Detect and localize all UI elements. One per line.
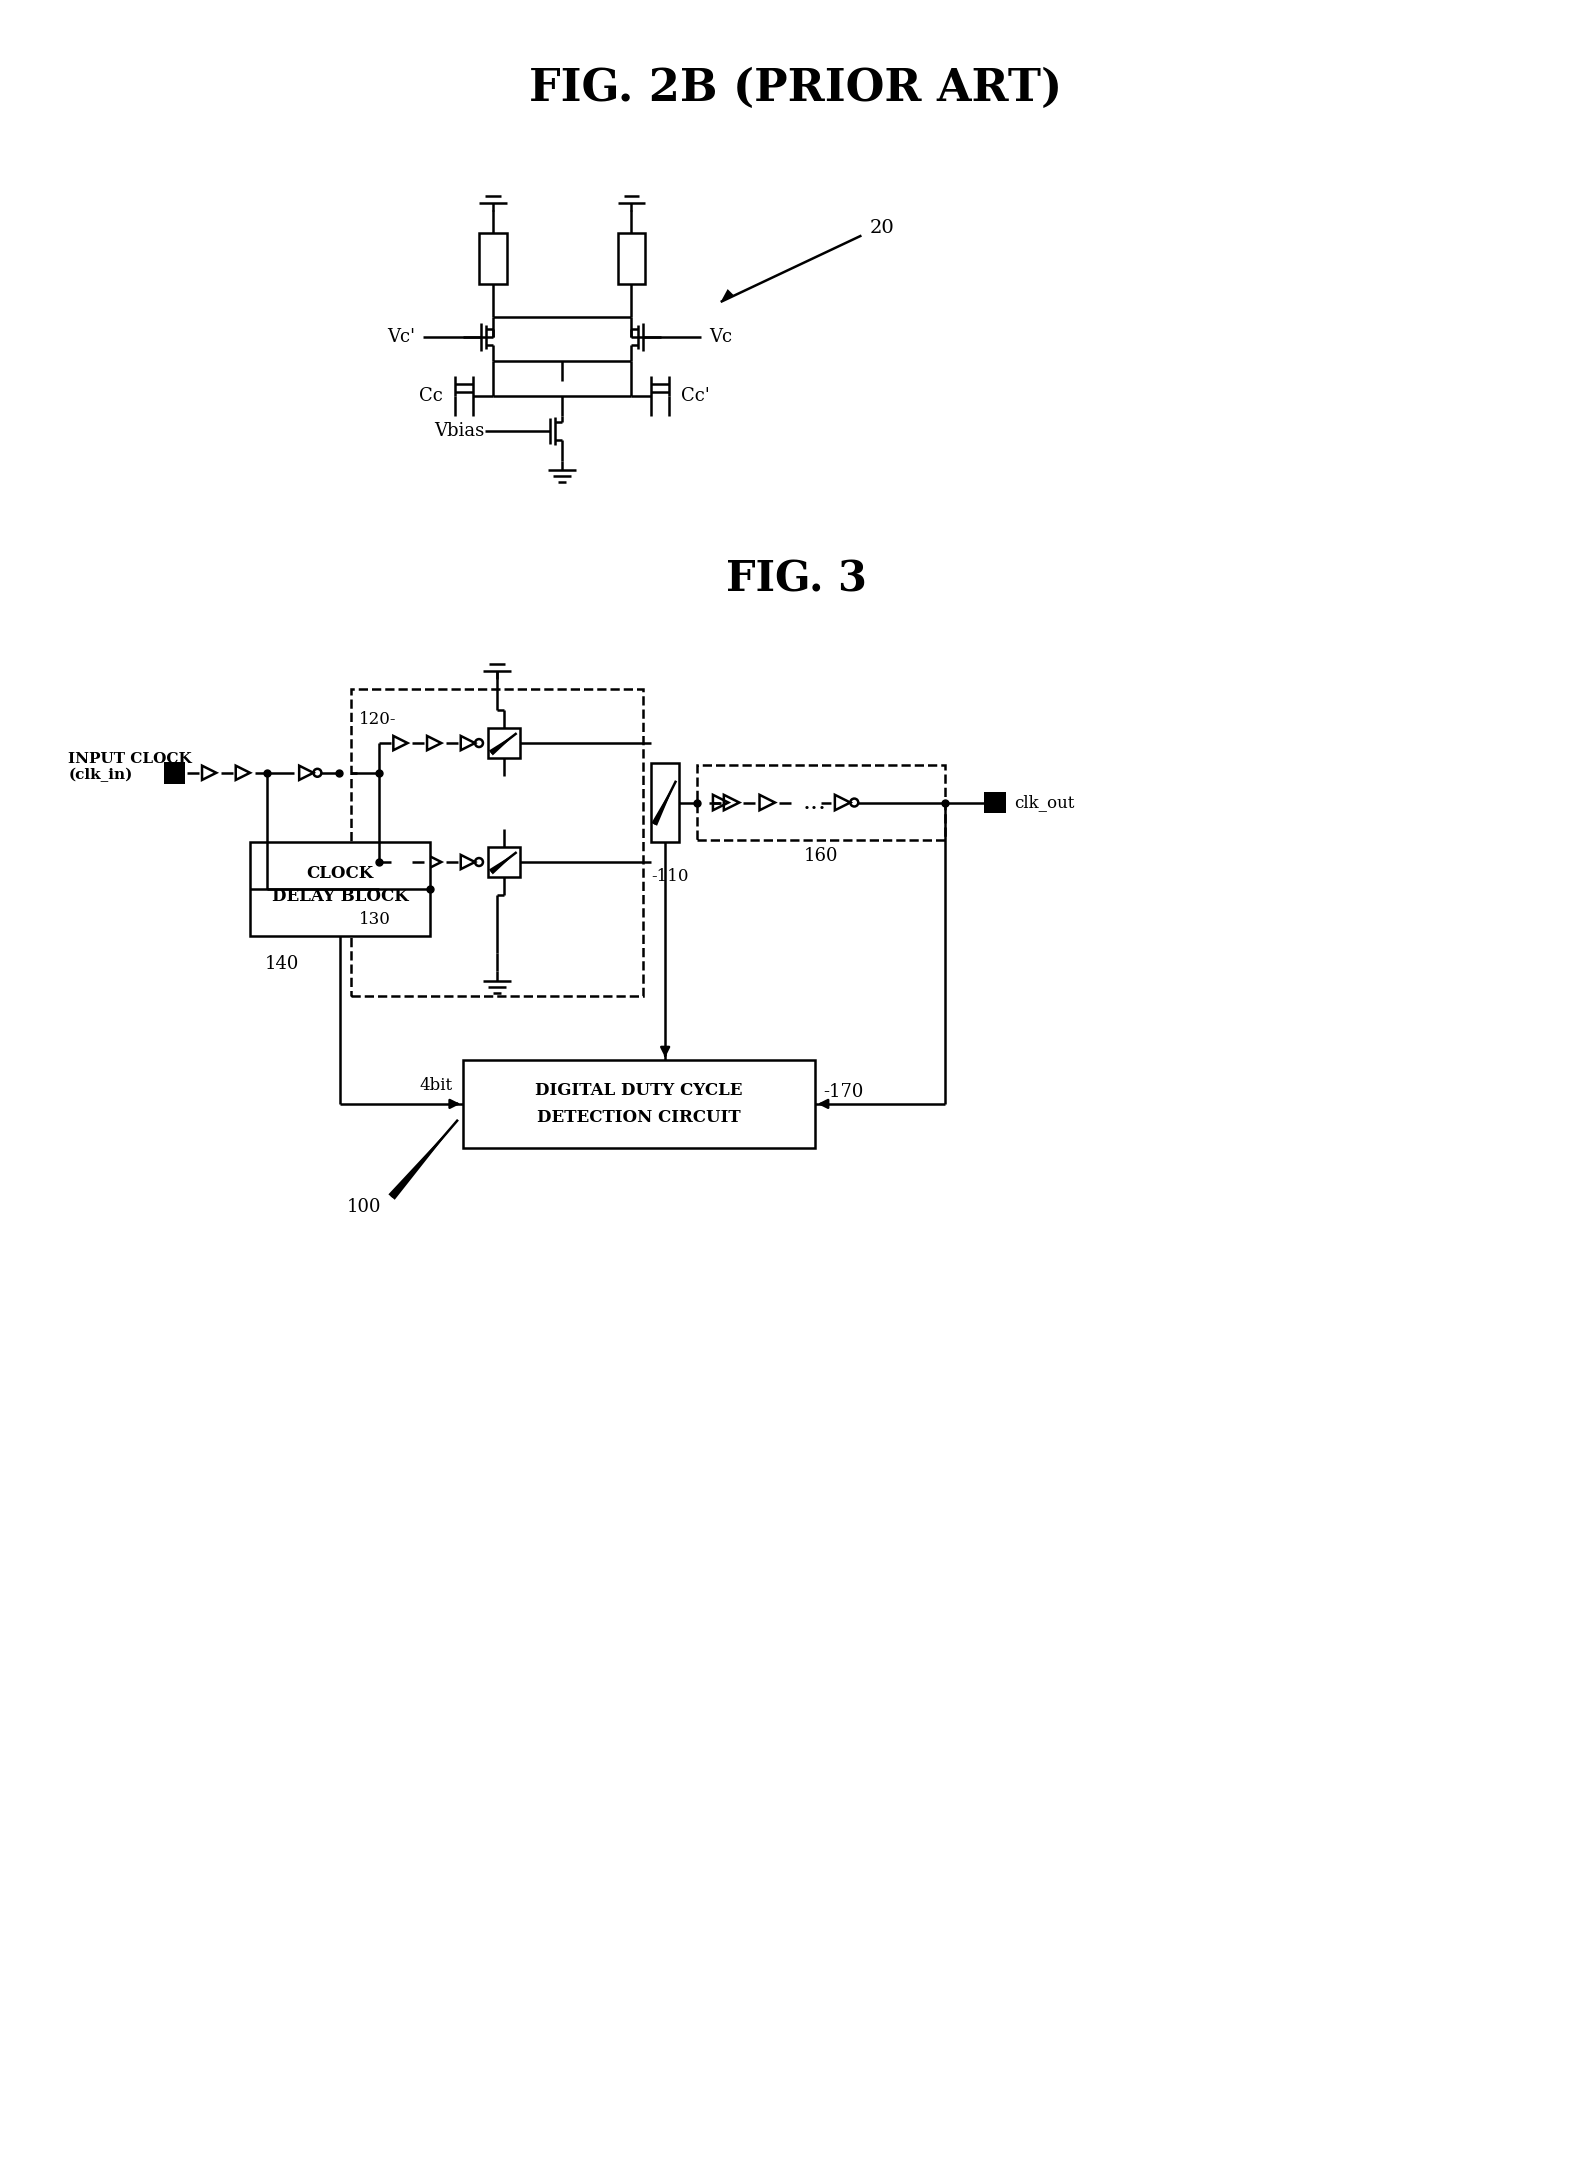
- Text: Cc': Cc': [681, 386, 710, 406]
- Text: DELAY BLOCK: DELAY BLOCK: [272, 888, 408, 906]
- Text: 160: 160: [804, 847, 837, 864]
- Text: -170: -170: [823, 1082, 863, 1102]
- Bar: [350, 690, 643, 995]
- Bar: [651, 764, 680, 842]
- Text: 120-: 120-: [358, 711, 396, 729]
- Bar: [618, 233, 645, 284]
- Text: Vc: Vc: [708, 327, 732, 345]
- Bar: [463, 1060, 815, 1148]
- Bar: [697, 766, 944, 840]
- Bar: [487, 847, 519, 877]
- Text: DIGITAL DUTY CYCLE: DIGITAL DUTY CYCLE: [535, 1082, 742, 1098]
- Bar: [479, 233, 506, 284]
- Text: Vc': Vc': [387, 327, 416, 345]
- Text: 100: 100: [347, 1198, 380, 1215]
- Text: INPUT CLOCK: INPUT CLOCK: [68, 753, 193, 766]
- Text: Vbias: Vbias: [435, 421, 484, 441]
- Text: Cc: Cc: [419, 386, 443, 406]
- Bar: [164, 762, 185, 783]
- Bar: [984, 792, 1006, 814]
- Polygon shape: [651, 781, 677, 825]
- Text: FIG. 3: FIG. 3: [726, 559, 866, 600]
- Text: DETECTION CIRCUIT: DETECTION CIRCUIT: [537, 1108, 740, 1126]
- Bar: [487, 729, 519, 757]
- Text: clk_out: clk_out: [1014, 794, 1075, 812]
- Polygon shape: [388, 1119, 458, 1200]
- Text: CLOCK: CLOCK: [306, 866, 374, 882]
- Text: ...: ...: [802, 792, 826, 814]
- Text: -110: -110: [651, 868, 689, 886]
- Text: 130: 130: [358, 912, 390, 927]
- Text: (clk_in): (clk_in): [68, 768, 132, 781]
- Polygon shape: [489, 853, 517, 875]
- Bar: [250, 842, 430, 936]
- Text: 20: 20: [869, 218, 895, 236]
- Text: 140: 140: [264, 956, 299, 973]
- Text: FIG. 2B (PRIOR ART): FIG. 2B (PRIOR ART): [530, 68, 1062, 111]
- Polygon shape: [489, 733, 517, 755]
- Polygon shape: [721, 288, 734, 301]
- Text: 4bit: 4bit: [420, 1076, 454, 1093]
